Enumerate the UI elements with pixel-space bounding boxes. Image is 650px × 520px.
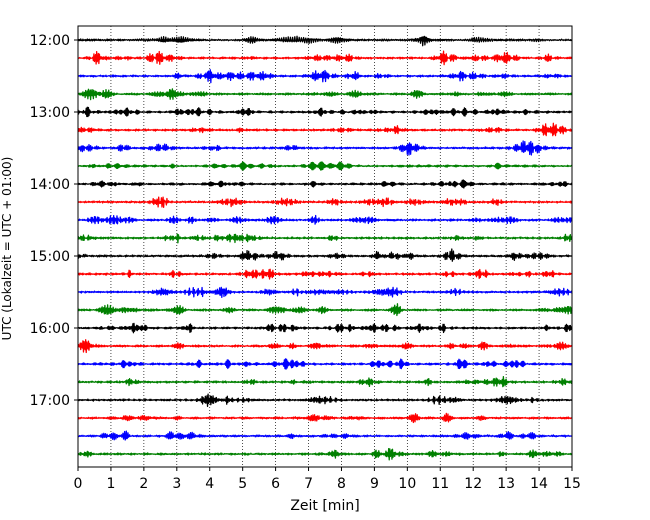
- trace-1200: [77, 35, 573, 47]
- x-tick-label: 3: [172, 476, 181, 492]
- trace-1500: [77, 248, 573, 262]
- y-tick-label: 17:00: [30, 393, 70, 409]
- y-axis-label: UTC (Lokalzeit = UTC + 01:00): [0, 157, 14, 341]
- y-tick-label: 12:00: [30, 33, 70, 49]
- trace-1245: [77, 88, 573, 101]
- trace-1545: [77, 303, 573, 317]
- x-tick-label: 2: [139, 476, 148, 492]
- trace-1745: [77, 448, 573, 461]
- x-tick-label: 7: [304, 476, 313, 492]
- trace-1230: [77, 69, 573, 84]
- x-tick-label: 6: [271, 476, 280, 492]
- trace-1300: [77, 106, 573, 118]
- trace-1515: [77, 268, 573, 280]
- trace-1645: [77, 375, 573, 388]
- trace-1615: [77, 339, 573, 354]
- trace-1630: [77, 358, 573, 370]
- x-axis-label: Zeit [min]: [290, 498, 359, 514]
- y-axis-ticks: 12:00 13:00 14:00 15:00 16:00 17:00: [30, 33, 78, 409]
- plot-frame: [77, 25, 573, 468]
- x-tick-label: 4: [205, 476, 214, 492]
- x-tick-label: 0: [74, 476, 83, 492]
- x-tick-label: 9: [370, 476, 379, 492]
- trace-1430: [77, 214, 573, 225]
- x-tick-label: 11: [431, 476, 449, 492]
- y-tick-label: 16:00: [30, 321, 70, 337]
- trace-1530: [77, 286, 573, 299]
- x-tick-label: 15: [563, 476, 581, 492]
- x-tick-label: 13: [497, 476, 515, 492]
- x-axis-ticks: 0 1 2 3 4 5 6 7 8 9 10 11 12 13 14 15: [74, 467, 581, 492]
- y-tick-label: 13:00: [30, 105, 70, 121]
- x-tick-label: 14: [530, 476, 548, 492]
- trace-1715: [77, 412, 573, 424]
- trace-1315: [77, 122, 573, 137]
- seismic-traces: [77, 35, 573, 461]
- x-tick-label: 10: [398, 476, 416, 492]
- trace-1345: [77, 161, 573, 171]
- trace-1415: [77, 196, 573, 208]
- trace-1330: [77, 140, 573, 156]
- trace-1215: [77, 50, 573, 66]
- y-tick-label: 15:00: [30, 249, 70, 265]
- trace-1600: [77, 322, 573, 334]
- x-tick-label: 12: [464, 476, 482, 492]
- x-tick-label: 8: [337, 476, 346, 492]
- y-tick-label: 14:00: [30, 177, 70, 193]
- x-tick-label: 1: [106, 476, 115, 492]
- x-tick-label: 5: [238, 476, 247, 492]
- trace-1700: [77, 393, 573, 408]
- trace-1730: [77, 430, 573, 441]
- trace-1445: [77, 233, 573, 244]
- trace-1400: [77, 179, 573, 189]
